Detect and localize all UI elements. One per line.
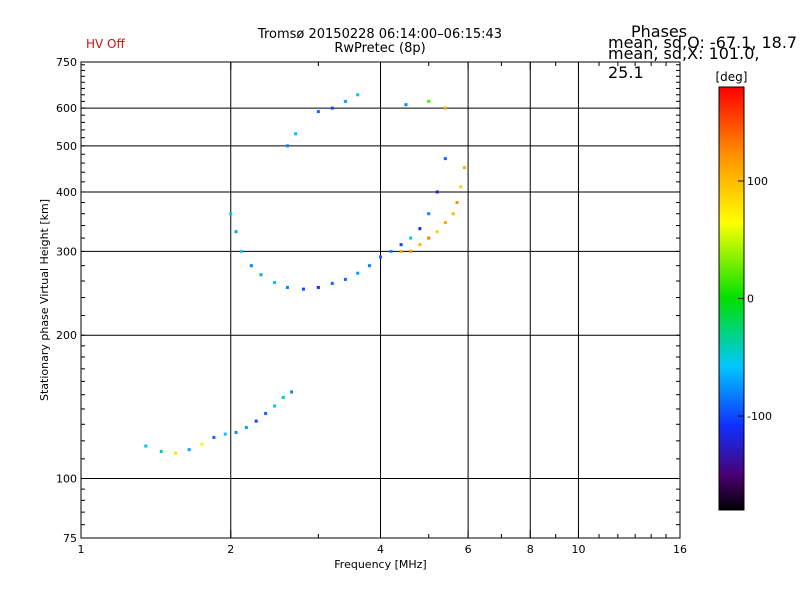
data-point: [389, 249, 393, 253]
y-tick-label: 100: [56, 473, 77, 486]
data-point: [435, 230, 439, 234]
data-point: [200, 442, 204, 446]
data-point: [399, 249, 403, 253]
data-point: [427, 99, 431, 103]
data-point: [229, 212, 233, 216]
colorbar-label: [deg]: [716, 70, 748, 84]
x-tick-label: 2: [227, 543, 234, 556]
data-point: [379, 255, 382, 259]
hv-status: HV Off: [86, 37, 125, 51]
data-point: [234, 230, 238, 234]
stats-ordinary: mean, sd,O: -67.1, 18.7: [608, 33, 798, 52]
data-point: [212, 435, 216, 439]
data-point: [249, 264, 253, 268]
y-tick-label: 600: [56, 102, 77, 115]
x-axis-label: Frequency [MHz]: [334, 558, 426, 571]
x-tick-label: 1: [78, 543, 85, 556]
data-point: [223, 432, 227, 436]
stats-title: Phases: [631, 22, 688, 41]
colorbar: [deg] 100 0 -100: [716, 70, 772, 511]
data-point: [330, 281, 334, 285]
data-point: [285, 285, 289, 289]
data-point: [443, 157, 447, 161]
data-point: [244, 425, 248, 429]
data-point: [399, 243, 403, 247]
data-point: [443, 221, 447, 225]
data-point: [427, 236, 431, 240]
chart-title: Tromsø 20150228 06:14:00–06:15:43: [257, 27, 503, 42]
y-tick-label: 750: [56, 56, 77, 69]
data-point: [455, 201, 459, 205]
data-point: [418, 227, 422, 231]
data-point: [343, 99, 347, 103]
data-point: [459, 185, 463, 189]
data-point: [409, 249, 413, 253]
data-point: [159, 449, 163, 453]
data-point: [290, 390, 294, 394]
data-point: [187, 448, 191, 452]
data-point: [234, 430, 238, 434]
colorbar-tick-label: 100: [747, 175, 768, 188]
data-point: [427, 212, 431, 216]
stats-extraordinary: mean, sd,X: 101.0, 25.1: [608, 44, 760, 82]
data-point: [239, 249, 243, 253]
data-point: [443, 106, 447, 110]
grid-lines: [81, 62, 680, 538]
data-point: [174, 451, 178, 455]
data-point: [281, 395, 285, 399]
y-tick-label: 300: [56, 245, 77, 258]
data-point: [462, 166, 466, 170]
x-tick-label: 4: [377, 543, 384, 556]
y-tick-label: 75: [63, 532, 77, 545]
y-tick-label: 200: [56, 329, 77, 342]
x-tick-label: 16: [673, 543, 687, 556]
data-point: [435, 190, 439, 194]
data-point: [404, 103, 408, 107]
axes: 1 2 4 6 8 10 16 75 100 200 300 400 500 600 750 Frequenc…: [38, 56, 687, 571]
chart-subtitle: RwPretec (8p): [334, 41, 426, 56]
data-point: [356, 93, 360, 97]
data-point: [273, 281, 277, 285]
data-point: [367, 264, 371, 268]
data-point: [254, 419, 258, 423]
data-point: [285, 144, 289, 148]
data-point: [259, 273, 263, 277]
data-point: [294, 132, 298, 136]
y-tick-label: 500: [56, 140, 77, 153]
data-point: [343, 277, 347, 281]
data-point: [316, 110, 320, 114]
data-point: [451, 212, 455, 216]
colorbar-tick-label: 0: [747, 293, 754, 306]
x-tick-label: 6: [465, 543, 472, 556]
data-point: [418, 243, 422, 247]
data-point: [144, 444, 148, 448]
data-point: [264, 411, 268, 415]
data-point: [273, 404, 277, 408]
data-point: [301, 287, 305, 291]
y-axis-label: Stationary phase Virtual Height [km]: [38, 199, 51, 401]
x-tick-label: 8: [527, 543, 534, 556]
data-point: [316, 285, 320, 289]
data-points: [144, 93, 466, 455]
y-tick-label: 400: [56, 186, 77, 199]
x-tick-label: 10: [571, 543, 585, 556]
data-point: [330, 106, 334, 110]
data-point: [409, 236, 413, 240]
colorbar-tick-label: -100: [747, 410, 772, 423]
data-point: [356, 271, 360, 275]
